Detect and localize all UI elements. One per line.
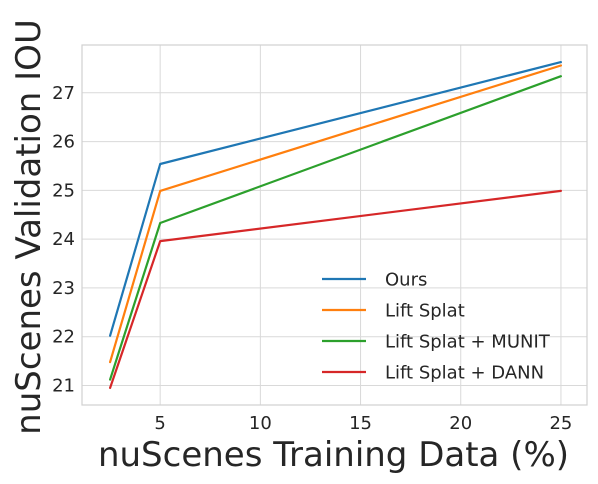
- y-tick-label: 26: [52, 132, 75, 153]
- series-line-1: [108, 64, 563, 364]
- x-tick-label: 10: [249, 413, 272, 434]
- x-tick-label: 20: [449, 413, 472, 434]
- legend-label-2: Lift Splat + MUNIT: [385, 332, 551, 353]
- series-line-3: [108, 189, 563, 389]
- tick-labels: 5 10 15 20 25 21 22 23 24 25 26 27: [52, 83, 572, 434]
- legend-label-0: Ours: [385, 270, 427, 291]
- x-axis-title: nuScenes Training Data (%): [98, 435, 569, 475]
- x-tick-label: 25: [549, 413, 572, 434]
- x-tick-label: 15: [349, 413, 372, 434]
- series-line-0: [108, 60, 563, 337]
- grid: [82, 45, 587, 405]
- series-lines: [108, 60, 563, 389]
- y-tick-label: 23: [52, 278, 75, 299]
- legend-label-3: Lift Splat + DANN: [385, 363, 544, 384]
- legend: Ours Lift Splat Lift Splat + MUNIT Lift Spl…: [322, 270, 551, 384]
- y-tick-label: 27: [52, 83, 75, 104]
- y-axis-title: nuScenes Validation IOU: [9, 19, 49, 435]
- y-tick-label: 21: [52, 375, 75, 396]
- x-tick-label: 5: [154, 413, 165, 434]
- series-line-2: [108, 75, 563, 381]
- y-tick-label: 22: [52, 327, 75, 348]
- legend-label-1: Lift Splat: [385, 301, 465, 322]
- y-tick-label: 25: [52, 180, 75, 201]
- y-tick-label: 24: [52, 229, 75, 250]
- plot-frame: [81, 44, 588, 406]
